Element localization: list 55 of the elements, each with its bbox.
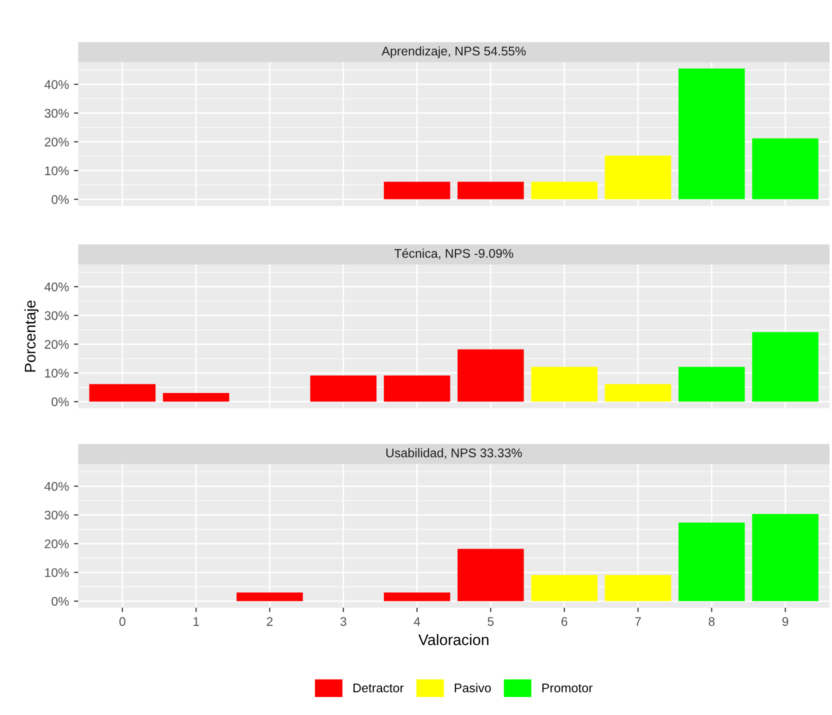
x-tick-label: 2 xyxy=(266,617,273,626)
x-tick-label: 6 xyxy=(562,617,568,626)
legend-label: Pasivo xyxy=(454,683,491,692)
bar xyxy=(162,393,230,402)
chart-title: Técnica, NPS -9.09% xyxy=(394,248,514,260)
legend-label: Detractor xyxy=(353,684,404,692)
bar xyxy=(458,349,524,402)
y-tick-label: 20% xyxy=(44,340,69,349)
y-tick-label: 0% xyxy=(52,195,69,204)
y-tick-label: 10% xyxy=(45,368,69,378)
bar xyxy=(310,376,377,402)
bar xyxy=(89,384,156,402)
x-tick-label: 0 xyxy=(119,617,126,626)
y-tick-label: 10% xyxy=(45,166,69,176)
x-tick-label: 7 xyxy=(635,617,641,626)
x-tick-label: 3 xyxy=(340,617,346,626)
x-tick-label: 9 xyxy=(782,617,788,626)
bar xyxy=(531,182,598,200)
bar xyxy=(752,514,818,602)
y-tick-label: 40% xyxy=(44,80,69,89)
y-tick-label: 40% xyxy=(44,282,69,292)
y-axis-title: Porcentaje xyxy=(24,300,39,372)
bar xyxy=(531,574,598,602)
bar xyxy=(384,592,450,602)
x-tick-label: 5 xyxy=(488,617,494,626)
bar xyxy=(604,384,672,402)
bar xyxy=(236,592,303,602)
y-tick-label: 10% xyxy=(45,568,69,578)
bar xyxy=(752,138,818,200)
x-tick-label: 4 xyxy=(414,617,420,626)
bar xyxy=(678,68,745,200)
y-tick-label: 20% xyxy=(44,539,69,548)
bar xyxy=(678,366,745,402)
y-tick-label: 0% xyxy=(52,397,69,406)
y-tick-label: 30% xyxy=(44,510,69,520)
bar xyxy=(604,574,672,602)
bar xyxy=(458,182,524,200)
bar xyxy=(384,376,450,402)
x-tick-label: 1 xyxy=(194,617,199,626)
y-tick-label: 0% xyxy=(52,596,69,606)
x-axis-title: Valoracion xyxy=(418,634,488,646)
y-tick-label: 30% xyxy=(44,108,69,118)
bar xyxy=(531,366,598,402)
chart-title: Usabilidad, NPS 33.33% xyxy=(386,448,522,459)
bar xyxy=(752,332,818,402)
chart-title: Aprendizaje, NPS 54.55% xyxy=(382,46,526,58)
x-tick-label: 8 xyxy=(708,617,715,626)
legend-label: Promotor xyxy=(542,684,593,692)
y-tick-label: 30% xyxy=(44,311,69,320)
y-tick-label: 20% xyxy=(44,138,69,146)
bar xyxy=(458,548,524,602)
bar xyxy=(384,182,450,200)
bar xyxy=(678,522,745,602)
y-tick-label: 40% xyxy=(44,482,69,491)
bar xyxy=(604,156,672,200)
